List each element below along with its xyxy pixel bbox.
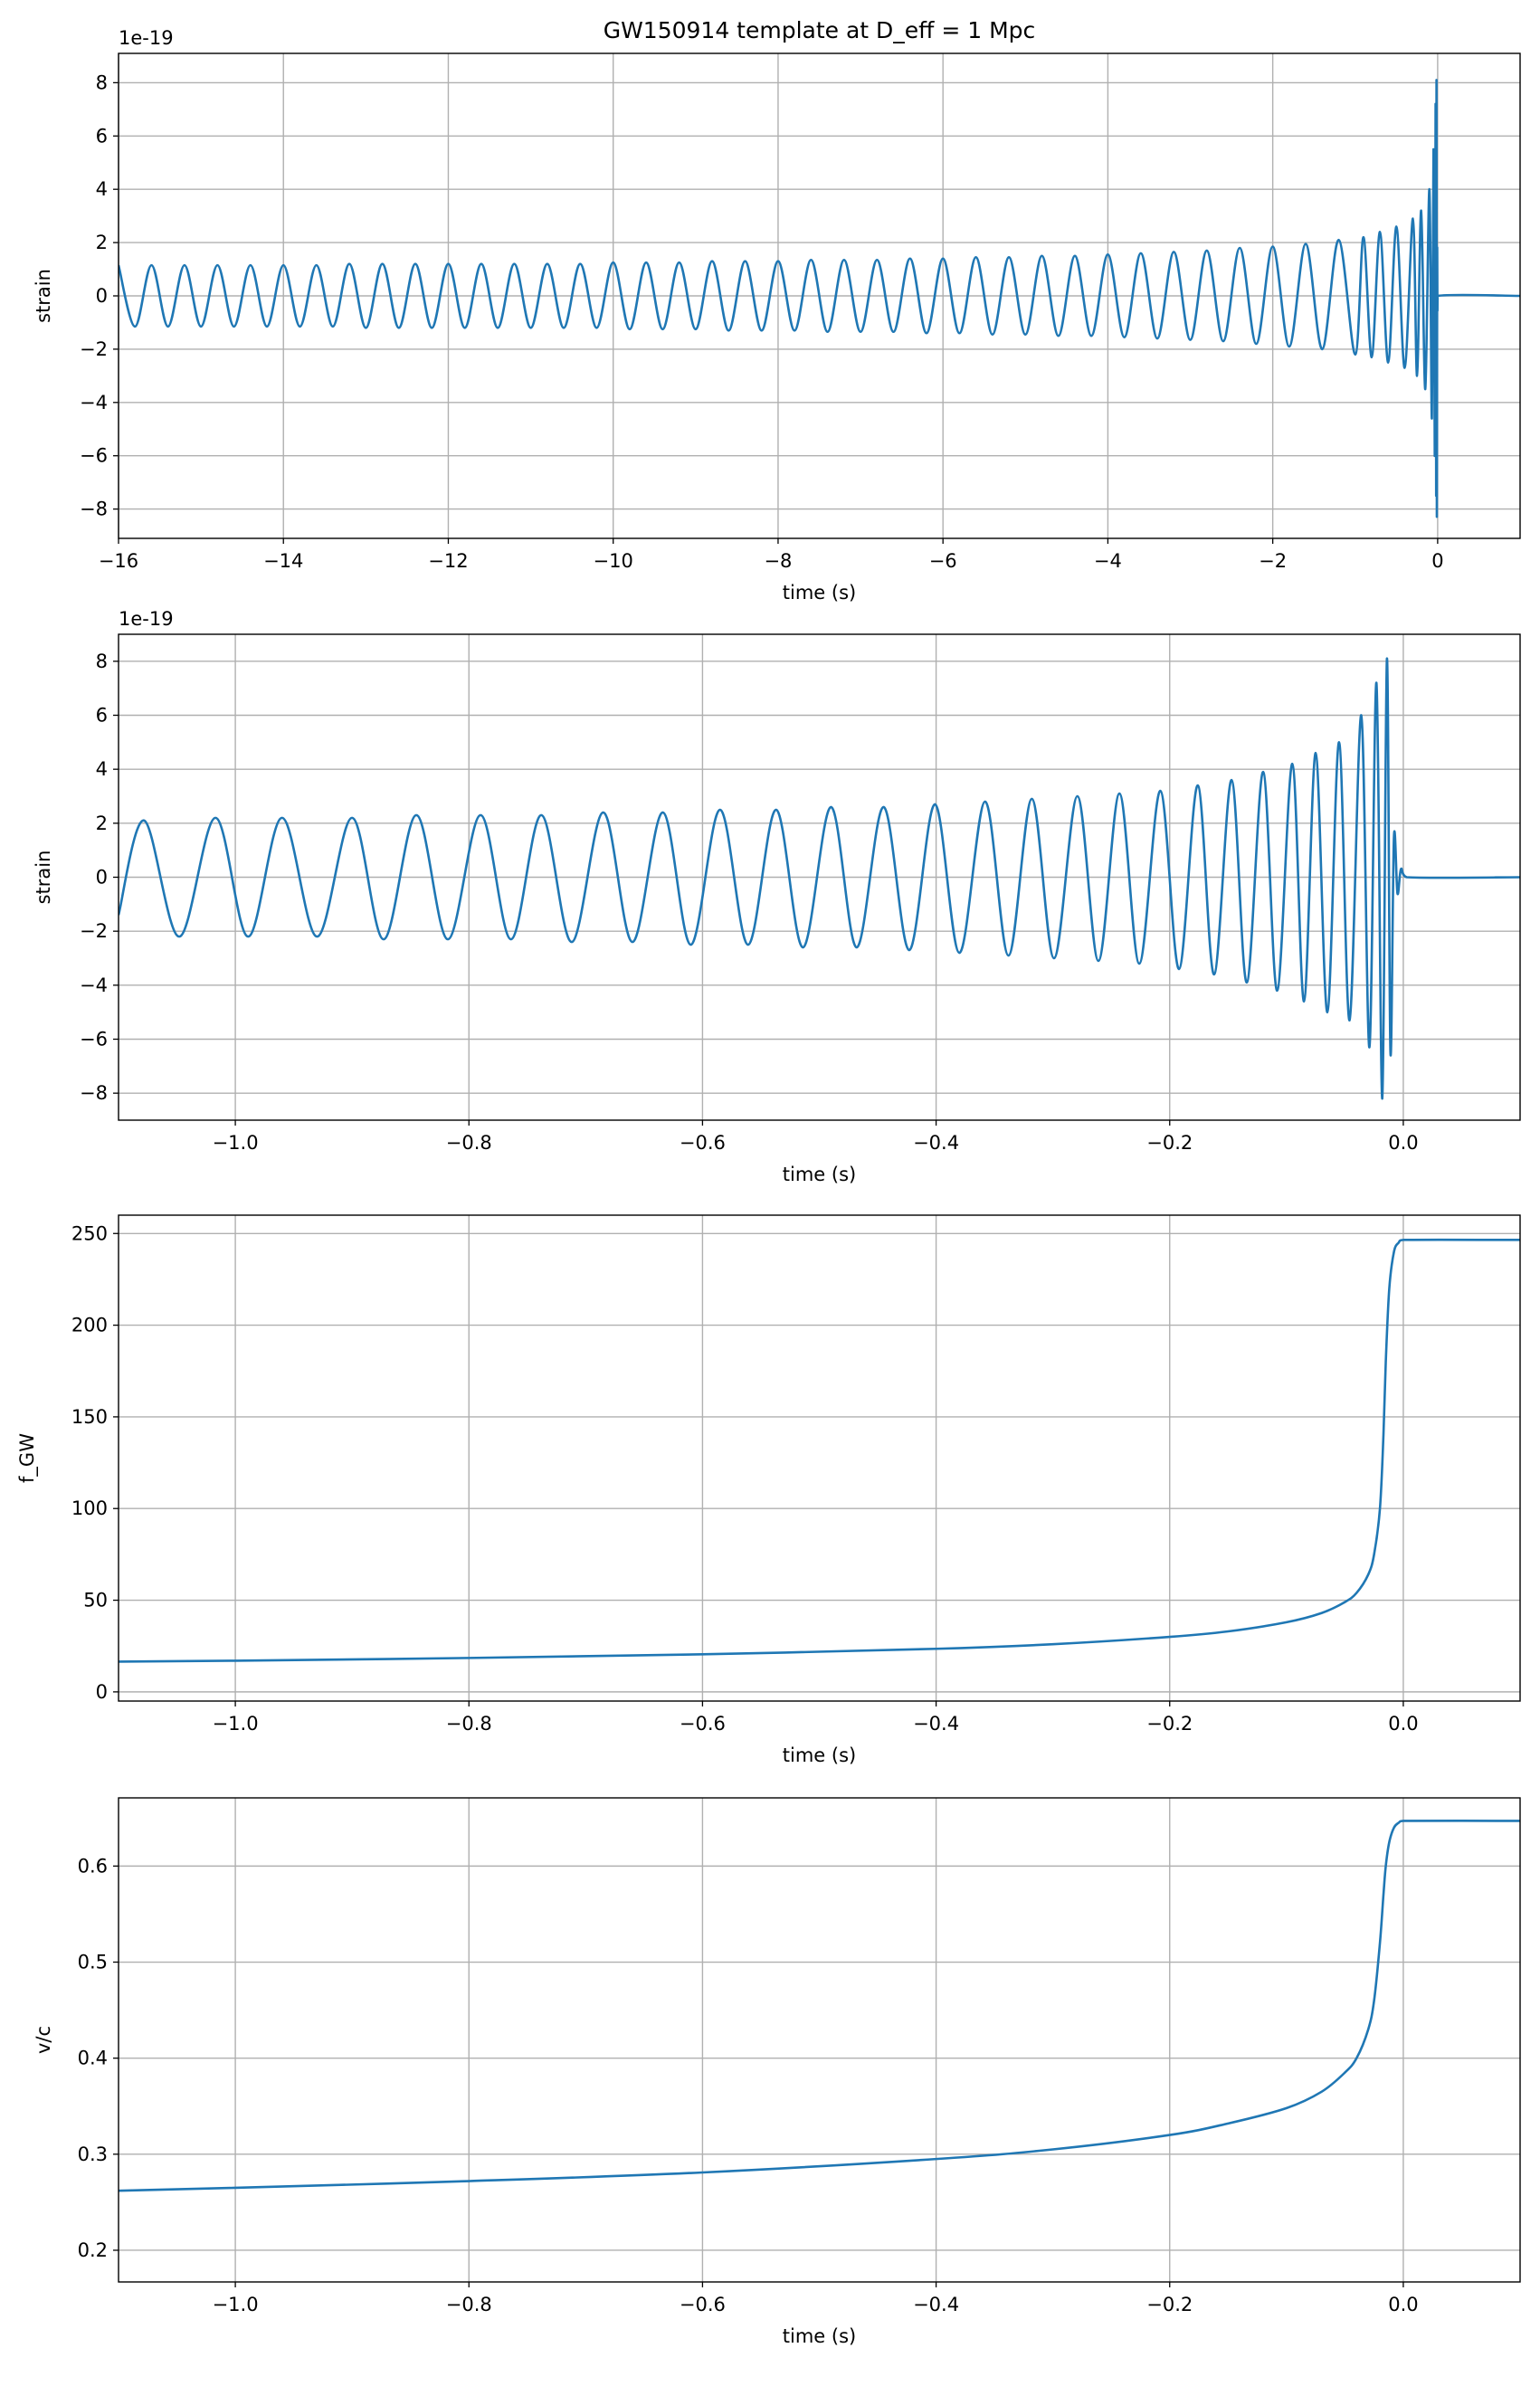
plot-area (119, 657, 1520, 1100)
x-tick-label: −0.6 (680, 1132, 726, 1154)
data-line (119, 79, 1520, 518)
x-axis-label: time (s) (783, 2325, 856, 2347)
y-tick-label: 0.3 (78, 2144, 108, 2165)
x-tick-label: −0.4 (913, 1132, 959, 1154)
x-tick-label: −0.4 (913, 1713, 959, 1735)
x-tick-label: −8 (764, 550, 792, 572)
y-tick-label: −8 (80, 1082, 108, 1104)
x-tick-label: 0 (1431, 550, 1443, 572)
x-tick-label: 0.0 (1388, 1132, 1418, 1154)
plot-area (119, 1238, 1520, 1663)
y-tick-label: −6 (80, 1029, 108, 1050)
y-tick-label: −8 (80, 499, 108, 520)
x-tick-label: −6 (929, 550, 957, 572)
x-tick-label: −0.8 (446, 1132, 492, 1154)
y-axis-label: strain (33, 269, 54, 323)
y-tick-label: 0 (96, 1681, 108, 1703)
y-axis-label: strain (33, 851, 54, 905)
y-tick-label: 6 (96, 125, 108, 147)
y-tick-label: 50 (83, 1590, 108, 1611)
x-tick-label: −10 (594, 550, 633, 572)
x-tick-label: −0.6 (680, 2294, 726, 2315)
x-tick-label: −1.0 (213, 1132, 259, 1154)
y-axis-label: f_GW (16, 1433, 39, 1483)
y-tick-label: −4 (80, 974, 108, 996)
x-tick-label: −2 (1259, 550, 1287, 572)
y-tick-label: 0 (96, 867, 108, 889)
axes-frame (118, 52, 1521, 539)
data-line (119, 1820, 1520, 2192)
y-tick-label: 200 (71, 1315, 108, 1336)
x-tick-label: −0.6 (680, 1713, 726, 1735)
axes-frame (118, 633, 1521, 1121)
axes-frame (118, 1214, 1521, 1702)
x-axis-label: time (s) (783, 1164, 856, 1185)
y-tick-label: 2 (96, 232, 108, 253)
y-tick-label: 4 (96, 178, 108, 200)
data-line (119, 1238, 1520, 1663)
x-tick-label: −0.2 (1146, 1132, 1193, 1154)
x-tick-label: −0.4 (913, 2294, 959, 2315)
plot-area (119, 1820, 1520, 2192)
x-tick-label: −16 (99, 550, 138, 572)
y-tick-label: 250 (71, 1222, 108, 1244)
x-tick-label: 0.0 (1388, 1713, 1418, 1735)
x-tick-label: −1.0 (213, 1713, 259, 1735)
x-tick-label: −14 (263, 550, 303, 572)
y-tick-label: 8 (96, 71, 108, 93)
y-tick-label: 6 (96, 705, 108, 727)
y-tick-label: 0.2 (78, 2239, 108, 2261)
axes-frame (118, 1797, 1521, 2283)
x-tick-label: −0.2 (1146, 1713, 1193, 1735)
data-line (119, 657, 1520, 1100)
y-tick-label: −2 (80, 338, 108, 360)
y-tick-label: −2 (80, 920, 108, 942)
y-tick-label: 0.4 (78, 2048, 108, 2069)
offset-text: 1e-19 (119, 27, 174, 49)
y-tick-label: 100 (71, 1497, 108, 1519)
y-axis-label: v/c (33, 2026, 54, 2054)
x-tick-label: −0.2 (1146, 2294, 1193, 2315)
x-axis-label: time (s) (783, 582, 856, 604)
x-tick-label: −0.8 (446, 1713, 492, 1735)
x-tick-label: −0.8 (446, 2294, 492, 2315)
x-tick-label: −12 (428, 550, 468, 572)
chart-title: GW150914 template at D_eff = 1 Mpc (604, 17, 1036, 43)
y-tick-label: −6 (80, 445, 108, 467)
x-axis-label: time (s) (783, 1744, 856, 1766)
y-tick-label: 2 (96, 813, 108, 834)
x-tick-label: −1.0 (213, 2294, 259, 2315)
x-tick-label: −4 (1094, 550, 1122, 572)
y-tick-label: 8 (96, 651, 108, 672)
offset-text: 1e-19 (119, 608, 174, 630)
y-tick-label: 0 (96, 285, 108, 307)
y-tick-label: 4 (96, 758, 108, 780)
y-tick-label: 0.5 (78, 1952, 108, 1973)
y-tick-label: 150 (71, 1406, 108, 1428)
y-tick-label: −4 (80, 392, 108, 414)
x-tick-label: 0.0 (1388, 2294, 1418, 2315)
plot-area (119, 79, 1520, 518)
y-tick-label: 0.6 (78, 1855, 108, 1877)
